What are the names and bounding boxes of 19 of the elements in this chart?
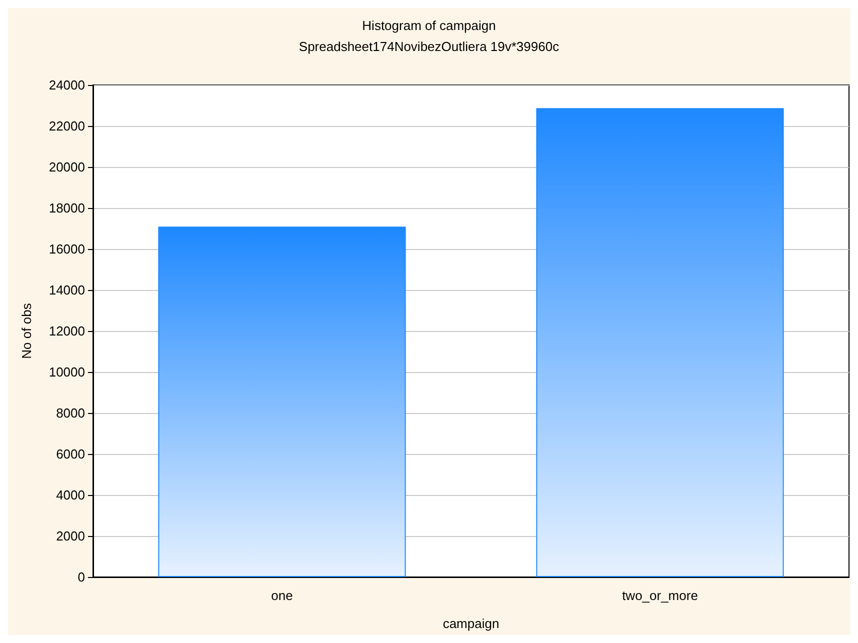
y-tick-label: 6000 (56, 446, 85, 462)
y-tick-label: 8000 (56, 406, 85, 420)
y-tick-label: 22000 (48, 118, 85, 134)
x-tick-label: two_or_more (622, 588, 698, 603)
y-tick-label: 20000 (48, 160, 85, 174)
y-tick-label: 2000 (56, 528, 85, 544)
x-axis-title: campaign (442, 616, 500, 631)
chart-subtitle: Spreadsheet174NovibezOutliera 19v*39960c (298, 39, 560, 54)
y-tick-label: 16000 (48, 242, 85, 256)
x-tick-label: one (271, 588, 293, 603)
y-tick-label: 14000 (48, 282, 85, 298)
y-tick-label: 10000 (48, 364, 85, 380)
y-tick-label: 12000 (48, 324, 85, 338)
chart-title: Histogram of campaign (362, 18, 496, 33)
y-axis-title: No of obs (19, 302, 34, 359)
y-tick-label: 0 (78, 570, 85, 584)
y-tick-label: 24000 (48, 78, 85, 92)
y-tick-label: 4000 (56, 488, 85, 502)
y-tick-label: 18000 (48, 200, 85, 216)
